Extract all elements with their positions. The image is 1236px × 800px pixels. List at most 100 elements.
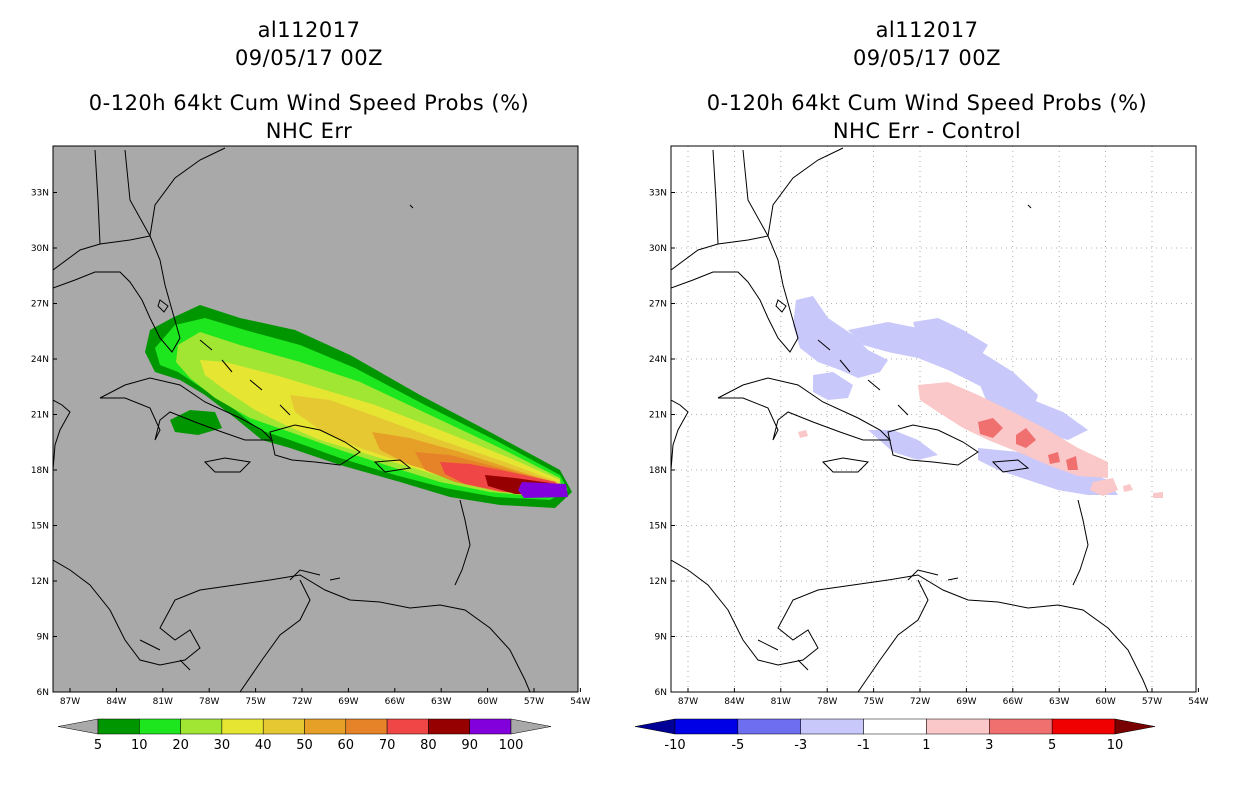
diff-neg [978, 448, 1118, 495]
storm-id: al112017 [875, 18, 979, 42]
lon-tick-label: 54W [1188, 697, 1208, 707]
colorbar: -10 -5 -3 -1 1 3 5 10 [634, 718, 1156, 753]
map-frame [52, 145, 579, 693]
lat-tick-label: 33N [31, 189, 49, 199]
lon-tick-label: 81W [771, 697, 791, 707]
diff-pos [1153, 492, 1163, 498]
colorbar-label: 5 [1048, 738, 1056, 753]
lat-tick-label: 24N [649, 355, 667, 365]
colorbar-label: -5 [731, 738, 744, 753]
lon-tick-label: 72W [292, 697, 312, 707]
lat-tick-label: 15N [31, 522, 49, 532]
lon-tick-label: 84W [106, 697, 126, 707]
colorbar-segment [800, 718, 864, 735]
colorbar-segment [139, 718, 181, 735]
colorbar-label: 40 [255, 738, 272, 753]
grid [671, 146, 1196, 692]
lon-tick-label: 78W [199, 697, 219, 707]
colorbar-label: 10 [131, 738, 148, 753]
lon-tick-label: 75W [245, 697, 265, 707]
diff-neg [978, 380, 1088, 440]
lat-tick-label: 9N [655, 633, 667, 643]
lat-tick-label: 21N [649, 411, 667, 421]
right-panel: al112017 09/05/17 00Z 0-120h 64kt Cum Wi… [618, 0, 1236, 800]
lat-tick-label: 24N [31, 355, 49, 365]
colorbar-label: 60 [338, 738, 355, 753]
diff-pos [1090, 478, 1118, 496]
datetime: 09/05/17 00Z [852, 46, 1002, 70]
lat-tick-label: 18N [31, 466, 49, 476]
colorbar-segment [1051, 718, 1116, 735]
colorbar-under [634, 718, 676, 735]
diff-pos-3 [978, 418, 1003, 438]
right-map-svg: 33N 30N 27N 24N 21N 18N 15N 12N 9N 6N 87W 84W 81W 78… [634, 145, 1209, 753]
colorbar-over [1114, 718, 1156, 735]
lon-tick-label: 54W [570, 697, 590, 707]
subtitle: NHC Err [265, 119, 353, 143]
lon-tick-label: 87W [678, 697, 698, 707]
lon-tick-label: 84W [724, 697, 744, 707]
lon-tick-label: 69W [338, 697, 358, 707]
lat-tick-label: 30N [649, 244, 667, 254]
lon-tick-label: 81W [153, 697, 173, 707]
colorbar-label: 70 [379, 738, 396, 753]
colorbar-segment [863, 718, 927, 735]
lat-tick-label: 33N [649, 189, 667, 199]
colorbar: 5 10 20 30 40 50 60 70 80 90 100 [57, 718, 552, 753]
lat-tick-label: 15N [649, 522, 667, 532]
colorbar-segment [221, 718, 264, 735]
lat-tick-label: 12N [649, 577, 667, 587]
colorbar-under [57, 718, 99, 735]
lon-tick-label: 78W [817, 697, 837, 707]
map-frame [670, 145, 1197, 693]
lon-tick-label: 57W [1142, 697, 1162, 707]
lon-tick-label: 60W [477, 697, 497, 707]
diff-pos-3 [1066, 456, 1078, 470]
diff-neg [868, 430, 938, 460]
lon-tick-label: 72W [910, 697, 930, 707]
colorbar-segment [262, 718, 305, 735]
colorbar-label: 10 [1107, 738, 1124, 753]
diff-pos [798, 430, 808, 438]
lon-tick-label: 57W [524, 697, 544, 707]
lat-tick-label: 30N [31, 244, 49, 254]
diff-neg [913, 318, 988, 360]
colorbar-label: 100 [499, 738, 524, 753]
lon-tick-label: 66W [385, 697, 405, 707]
colorbar-label: 5 [94, 738, 102, 753]
colorbar-segment [737, 718, 801, 735]
product-title: 0-120h 64kt Cum Wind Speed Probs (%) [88, 91, 530, 115]
lat-tick-label: 21N [31, 411, 49, 421]
colorbar-label: 20 [172, 738, 189, 753]
colorbar-segment [989, 718, 1053, 735]
colorbar-label: 1 [922, 738, 930, 753]
lon-tick-label: 69W [956, 697, 976, 707]
colorbar-segment [304, 718, 347, 735]
colorbar-segment [345, 718, 388, 735]
lon-axis: 87W 84W 81W 78W 75W 72W 69W 66W 63W 60W 57W 54W [678, 688, 1209, 707]
diff-pos [1123, 484, 1133, 492]
lat-tick-label: 18N [649, 466, 667, 476]
coastlines [53, 147, 531, 692]
colorbar-label: 50 [296, 738, 313, 753]
colorbar-over [510, 718, 552, 735]
colorbar-segment [428, 718, 470, 735]
lon-tick-label: 75W [863, 697, 883, 707]
lon-tick-label: 63W [1049, 697, 1069, 707]
lat-tick-label: 6N [37, 688, 49, 698]
lat-tick-label: 27N [649, 300, 667, 310]
colorbar-segment [926, 718, 990, 735]
map-background [671, 146, 1196, 692]
colorbar-label: 90 [461, 738, 478, 753]
left-panel: al112017 09/05/17 00Z 0-120h 64kt Cum Wi… [31, 18, 591, 753]
lon-tick-label: 60W [1095, 697, 1115, 707]
colorbar-label: 80 [420, 738, 437, 753]
lat-tick-label: 6N [655, 688, 667, 698]
colorbar-segment [674, 718, 739, 735]
colorbar-label: 3 [985, 738, 993, 753]
difference-field [793, 296, 1163, 498]
left-map-svg: 33N 30N 27N 24N 21N 18N 15N 12N 9N 6N 87W 84W 81W 78… [31, 145, 591, 753]
colorbar-segment [469, 718, 512, 735]
lat-tick-label: 27N [31, 300, 49, 310]
datetime: 09/05/17 00Z [234, 46, 384, 70]
